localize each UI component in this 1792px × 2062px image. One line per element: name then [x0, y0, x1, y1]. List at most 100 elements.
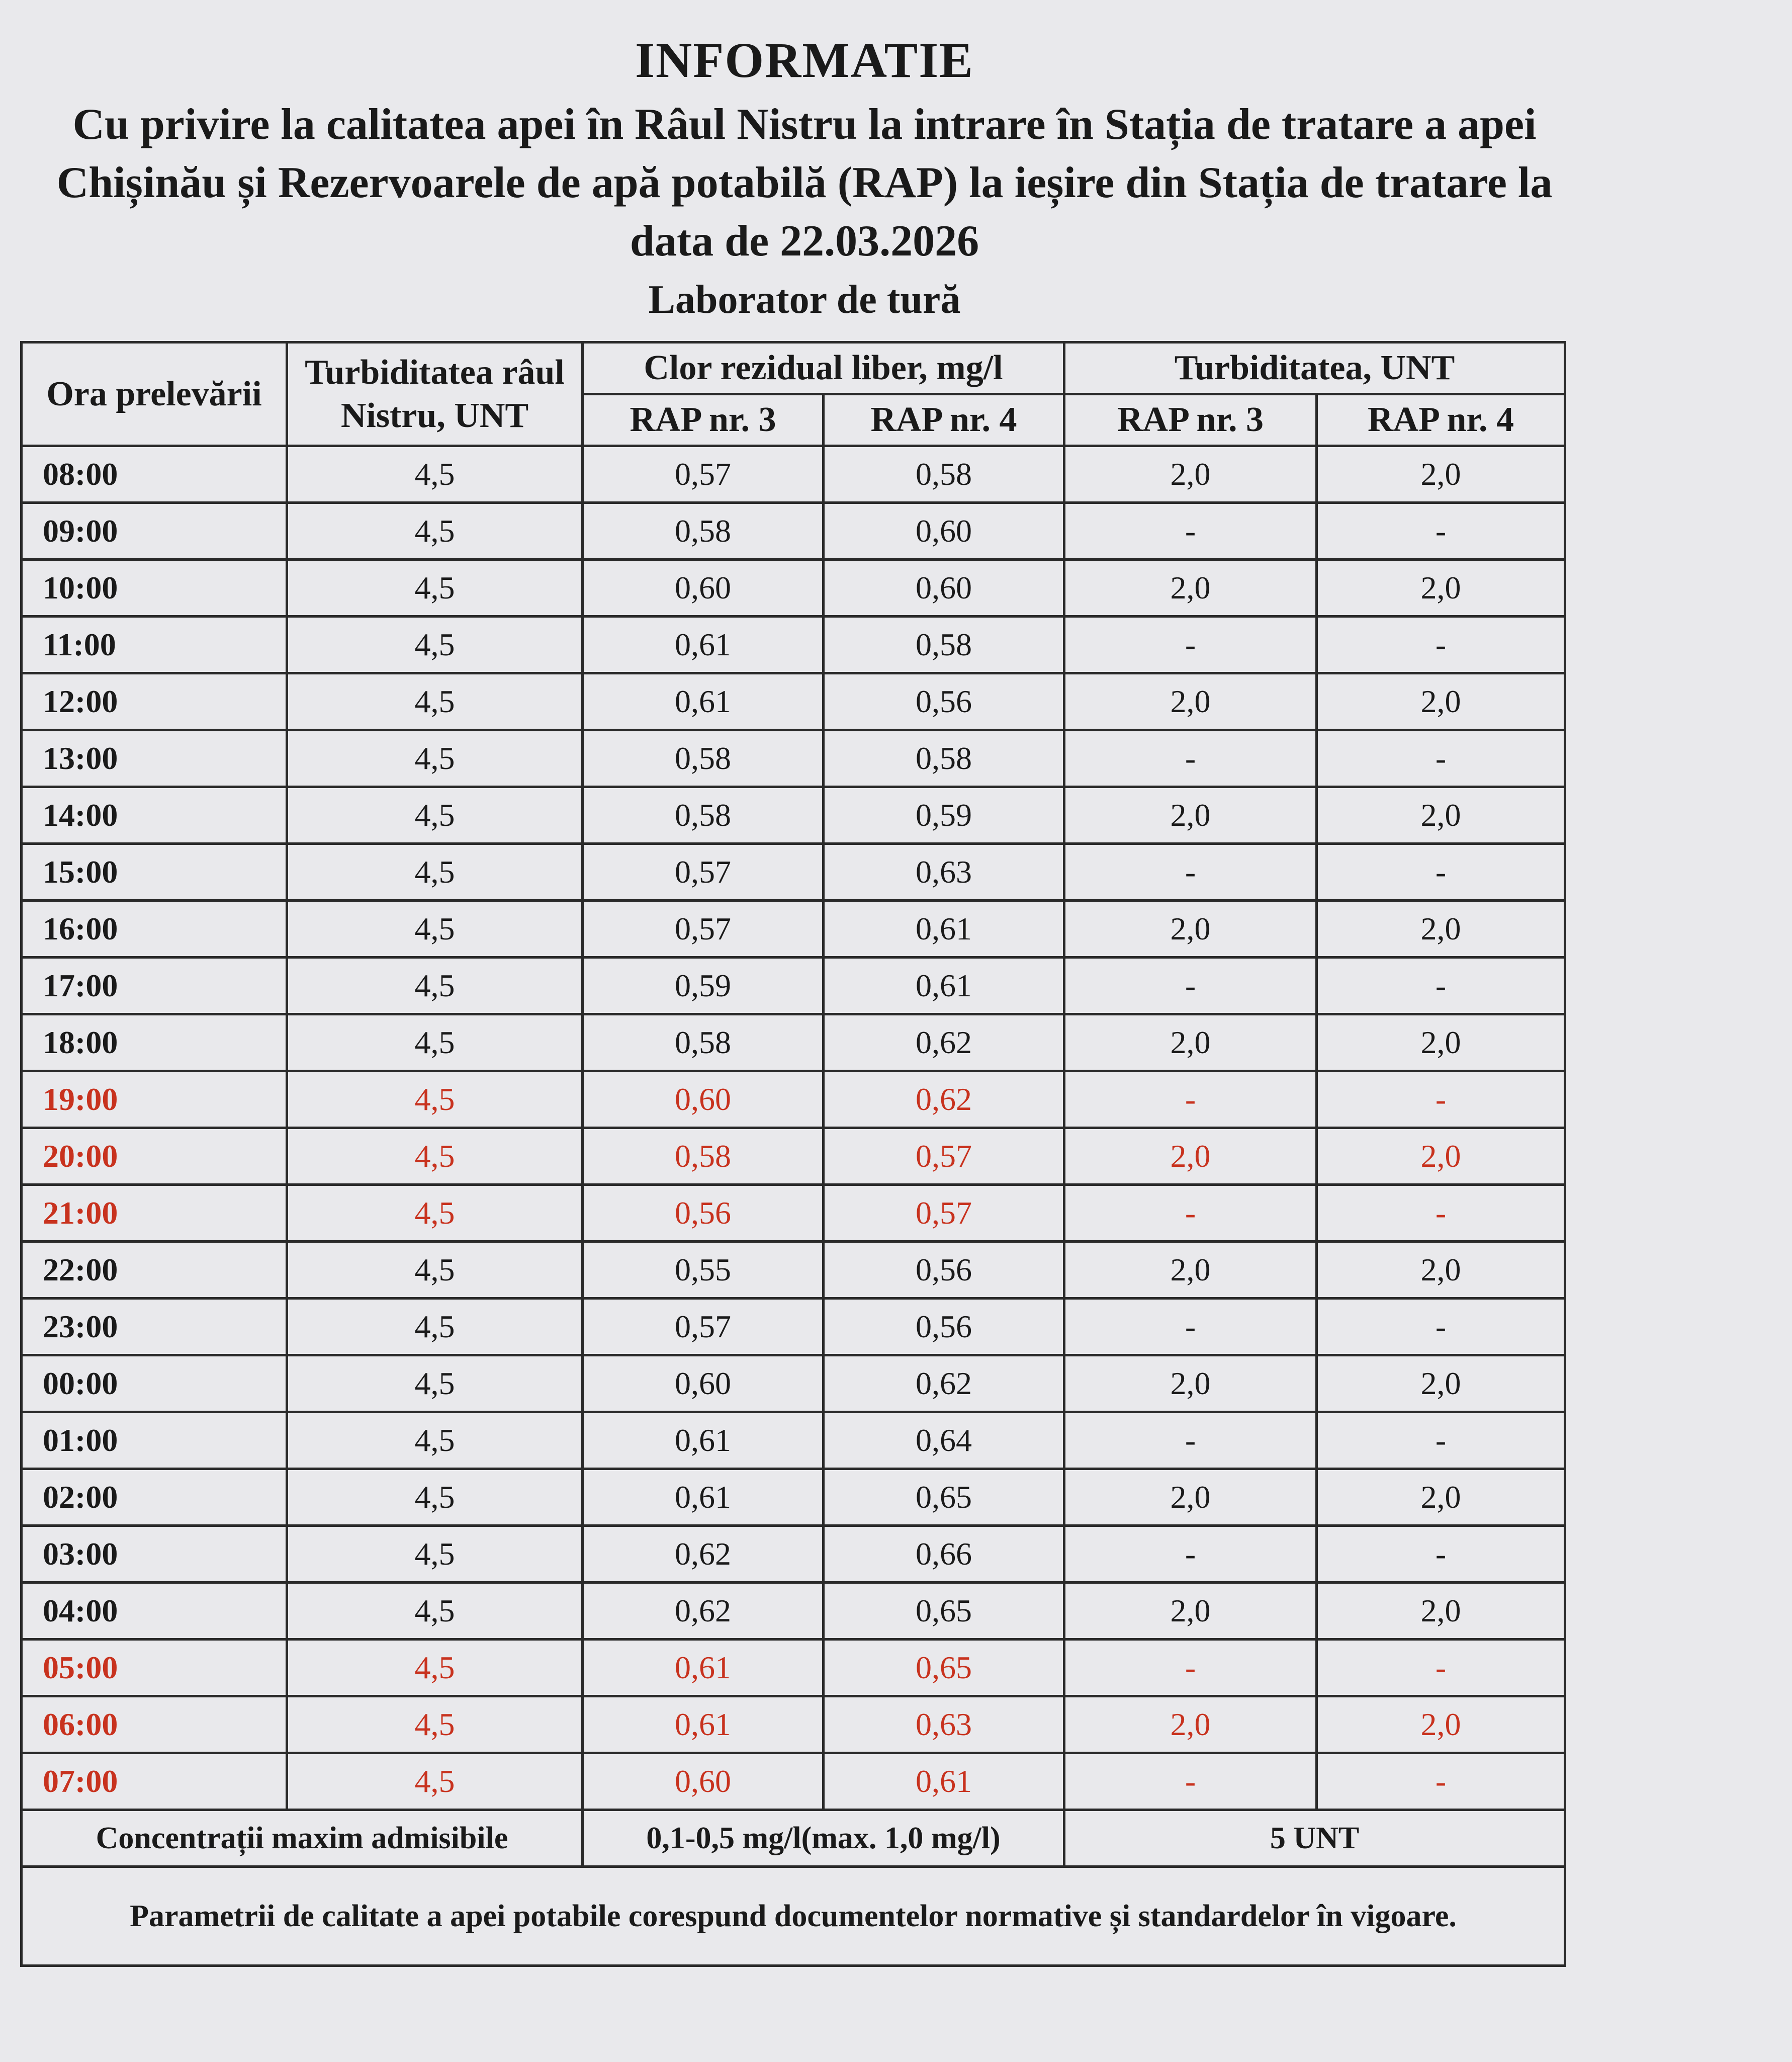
table-row: 18:00 4,5 0,58 0,62 2,0 2,0 — [20, 1013, 1567, 1072]
table-row: 14:00 4,5 0,58 0,59 2,0 2,0 — [20, 786, 1567, 845]
table-row: 11:00 4,5 0,61 0,58- - — [20, 615, 1567, 674]
cell-turbidity-rap3: - — [1063, 1638, 1318, 1697]
cell-time: 05:00 — [20, 1638, 288, 1697]
cell-chlorine-rap4: 0,60 — [822, 501, 1066, 561]
header-turbidity-rap3: RAP nr. 3 — [1063, 393, 1318, 447]
cell-chlorine-rap3: 0,55 — [581, 1240, 825, 1300]
cell-river-turbidity: 4,5 — [286, 501, 584, 561]
cell-chlorine-rap4: 0,61 — [822, 899, 1066, 959]
cell-time: 15:00 — [20, 842, 288, 902]
cell-river-turbidity: 4,5 — [286, 1524, 584, 1584]
cell-chlorine-rap3: 0,62 — [581, 1524, 825, 1584]
cell-chlorine-rap3: 0,61 — [581, 1411, 825, 1470]
cell-river-turbidity: 4,5 — [286, 1240, 584, 1300]
cell-turbidity-rap3: 2,0 — [1063, 1354, 1318, 1413]
cell-turbidity-rap4: 2,0 — [1315, 1127, 1567, 1186]
table-row: 05:00 4,5 0,61 0,65- - — [20, 1638, 1567, 1697]
cell-chlorine-rap3: 0,61 — [581, 1638, 825, 1697]
cell-chlorine-rap4: 0,61 — [822, 1752, 1066, 1811]
cell-chlorine-rap4: 0,58 — [822, 729, 1066, 788]
cell-turbidity-rap3: - — [1063, 1070, 1318, 1129]
cell-river-turbidity: 4,5 — [286, 1297, 584, 1356]
cell-turbidity-rap3: - — [1063, 501, 1318, 561]
cell-turbidity-rap4: 2,0 — [1315, 1695, 1567, 1754]
cell-chlorine-rap3: 0,61 — [581, 1468, 825, 1527]
cell-chlorine-rap4: 0,62 — [822, 1354, 1066, 1413]
cell-chlorine-rap4: 0,58 — [822, 615, 1066, 674]
cell-time: 21:00 — [20, 1183, 288, 1243]
cell-time: 09:00 — [20, 501, 288, 561]
cell-turbidity-rap3: 2,0 — [1063, 1127, 1318, 1186]
cell-chlorine-rap3: 0,60 — [581, 1752, 825, 1811]
cell-time: 19:00 — [20, 1070, 288, 1129]
cell-chlorine-rap3: 0,58 — [581, 786, 825, 845]
cell-time: 14:00 — [20, 786, 288, 845]
table-row: 19:00 4,5 0,60 0,62- - — [20, 1070, 1567, 1129]
cell-turbidity-rap3: 2,0 — [1063, 1013, 1318, 1072]
cell-turbidity-rap4: - — [1315, 501, 1567, 561]
table-row: 08:00 4,5 0,57 0,58 2,0 2,0 — [20, 445, 1567, 504]
cell-turbidity-rap4: - — [1315, 1638, 1567, 1697]
cell-river-turbidity: 4,5 — [286, 672, 584, 731]
cell-turbidity-rap4: 2,0 — [1315, 445, 1567, 504]
cell-time: 06:00 — [20, 1695, 288, 1754]
cell-turbidity-rap4: - — [1315, 615, 1567, 674]
table-row: 01:00 4,5 0,61 0,64- - — [20, 1411, 1567, 1470]
table-row: 21:00 4,5 0,56 0,57- - — [20, 1183, 1567, 1243]
header-turbidity-rap4: RAP nr. 4 — [1315, 393, 1567, 447]
table-row: 06:00 4,5 0,61 0,63 2,0 2,0 — [20, 1695, 1567, 1754]
cell-turbidity-rap3: 2,0 — [1063, 1581, 1318, 1641]
cell-river-turbidity: 4,5 — [286, 1638, 584, 1697]
cell-turbidity-rap4: 2,0 — [1315, 899, 1567, 959]
cell-chlorine-rap3: 0,56 — [581, 1183, 825, 1243]
cell-chlorine-rap3: 0,58 — [581, 1013, 825, 1072]
cell-time: 08:00 — [20, 445, 288, 504]
cell-turbidity-rap3: 2,0 — [1063, 558, 1318, 618]
cell-turbidity-rap4: 2,0 — [1315, 1468, 1567, 1527]
cell-turbidity-rap4: 2,0 — [1315, 672, 1567, 731]
cell-chlorine-rap4: 0,65 — [822, 1638, 1066, 1697]
lab-label: Laborator de tură — [648, 278, 961, 322]
cell-river-turbidity: 4,5 — [286, 729, 584, 788]
limits-chlorine: 0,1-0,5 mg/l(max. 1,0 mg/l) — [581, 1809, 1066, 1868]
cell-time: 01:00 — [20, 1411, 288, 1470]
cell-turbidity-rap3: - — [1063, 1524, 1318, 1584]
limits-label: Concentrații maxim admisibile — [20, 1809, 584, 1868]
header-time: Ora prelevării — [20, 341, 288, 447]
cell-river-turbidity: 4,5 — [286, 1695, 584, 1754]
table-row: 16:00 4,5 0,57 0,61 2,0 2,0 — [20, 899, 1567, 959]
cell-river-turbidity: 4,5 — [286, 1127, 584, 1186]
cell-turbidity-rap3: 2,0 — [1063, 786, 1318, 845]
header-chlorine-rap3: RAP nr. 3 — [581, 393, 825, 447]
cell-turbidity-rap3: - — [1063, 1297, 1318, 1356]
cell-time: 22:00 — [20, 1240, 288, 1300]
cell-time: 02:00 — [20, 1468, 288, 1527]
cell-chlorine-rap4: 0,65 — [822, 1468, 1066, 1527]
cell-river-turbidity: 4,5 — [286, 1354, 584, 1413]
table-row: 20:00 4,5 0,58 0,57 2,0 2,0 — [20, 1127, 1567, 1186]
cell-turbidity-rap3: 2,0 — [1063, 1240, 1318, 1300]
cell-time: 10:00 — [20, 558, 288, 618]
cell-chlorine-rap3: 0,57 — [581, 1297, 825, 1356]
cell-turbidity-rap3: - — [1063, 956, 1318, 1015]
cell-turbidity-rap4: - — [1315, 1524, 1567, 1584]
cell-turbidity-rap4: - — [1315, 1411, 1567, 1470]
cell-chlorine-rap4: 0,58 — [822, 445, 1066, 504]
cell-chlorine-rap3: 0,60 — [581, 1354, 825, 1413]
header-chlorine-rap4: RAP nr. 4 — [822, 393, 1066, 447]
cell-turbidity-rap4: 2,0 — [1315, 1354, 1567, 1413]
cell-chlorine-rap3: 0,60 — [581, 558, 825, 618]
cell-river-turbidity: 4,5 — [286, 1070, 584, 1129]
cell-turbidity-rap3: - — [1063, 842, 1318, 902]
table-row: 12:00 4,5 0,61 0,56 2,0 2,0 — [20, 672, 1567, 731]
cell-turbidity-rap4: 2,0 — [1315, 786, 1567, 845]
water-quality-table: Ora prelevării Turbiditatea râul Nistru,… — [20, 341, 1567, 1967]
cell-time: 12:00 — [20, 672, 288, 731]
cell-chlorine-rap3: 0,59 — [581, 956, 825, 1015]
cell-chlorine-rap3: 0,61 — [581, 672, 825, 731]
conclusion: Parametrii de calitate a apei potabile c… — [20, 1865, 1567, 1967]
document-subtitle: Cu privire la calitatea apei în Râul Nis… — [56, 100, 1553, 266]
table-row: 23:00 4,5 0,57 0,56- - — [20, 1297, 1567, 1356]
table-row: 10:00 4,5 0,60 0,60 2,0 2,0 — [20, 558, 1567, 618]
cell-turbidity-rap4: 2,0 — [1315, 1013, 1567, 1072]
